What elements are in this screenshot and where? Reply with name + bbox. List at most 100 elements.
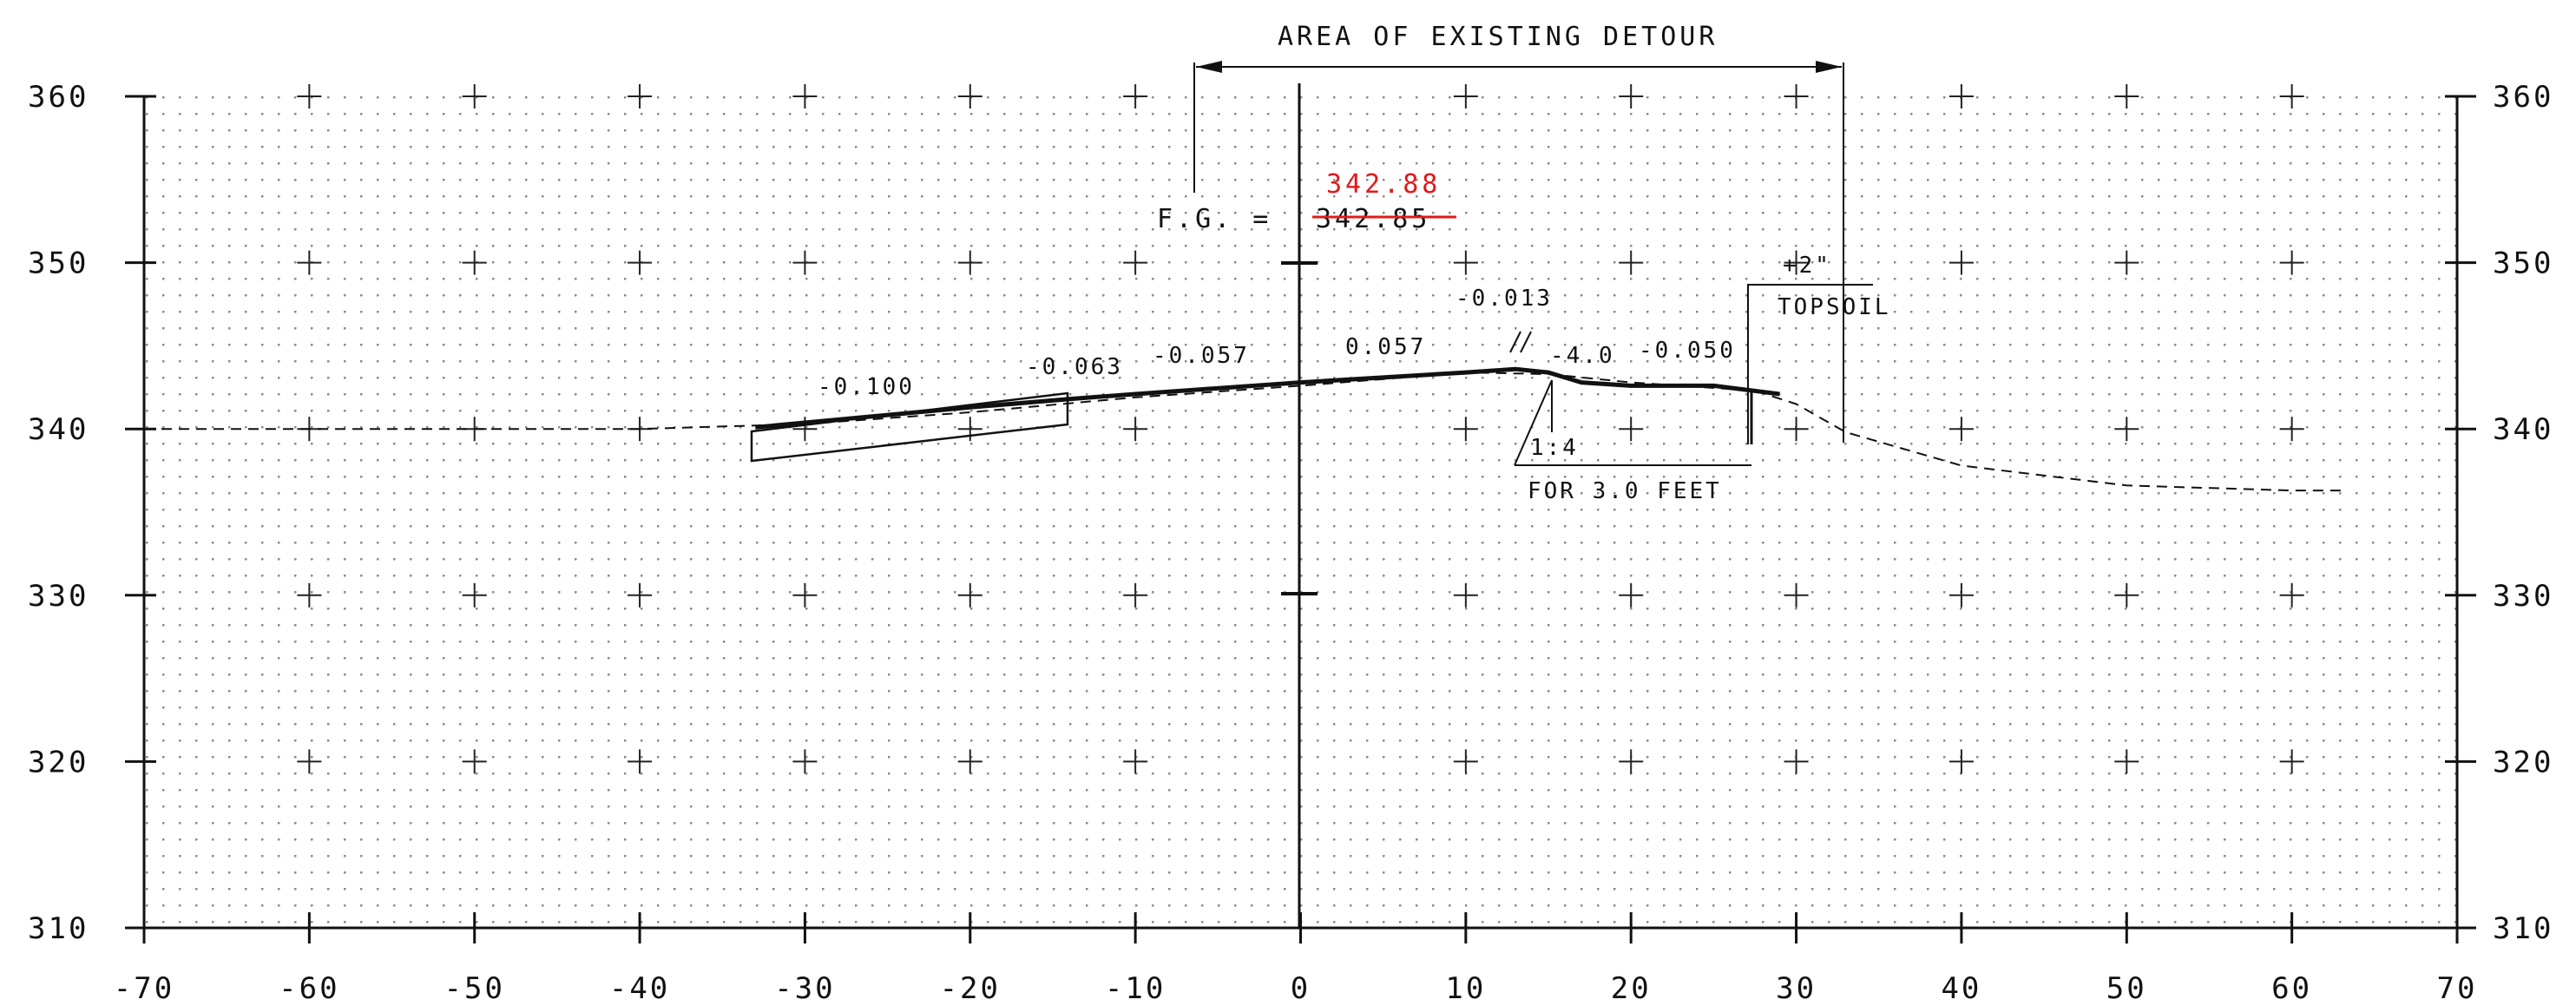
x-tick-label: 0 bbox=[1291, 971, 1311, 1006]
detour-header: AREA OF EXISTING DETOUR bbox=[1278, 22, 1718, 52]
x-tick-label: 50 bbox=[2106, 971, 2147, 1006]
y-tick-label-left: 340 bbox=[28, 412, 89, 447]
grid-cross bbox=[2279, 749, 2304, 774]
grid-cross bbox=[2279, 250, 2304, 275]
fg-label: F.G. = bbox=[1157, 204, 1272, 234]
grid-cross bbox=[297, 84, 322, 108]
ratio-label: 1:4 bbox=[1530, 435, 1579, 461]
x-tick-label: 30 bbox=[1776, 971, 1817, 1006]
grid-cross bbox=[628, 84, 653, 108]
grid-cross bbox=[1123, 250, 1148, 275]
grid-cross bbox=[1619, 417, 1644, 442]
grid-cross bbox=[1619, 250, 1644, 275]
ratio-length-label: FOR 3.0 FEET bbox=[1528, 478, 1722, 504]
grid-cross bbox=[2114, 417, 2139, 442]
grid-cross bbox=[2114, 582, 2139, 608]
grid-cross bbox=[957, 582, 982, 608]
slope-label-2: -0.063 bbox=[1026, 354, 1123, 380]
grid-cross bbox=[2114, 84, 2139, 108]
y-tick-label-left: 310 bbox=[28, 911, 89, 946]
grid-cross bbox=[628, 582, 653, 608]
widening-box bbox=[750, 391, 1069, 463]
grid-cross bbox=[1948, 417, 1974, 442]
profile-lines bbox=[144, 366, 2342, 492]
x-tick-label: -60 bbox=[279, 971, 339, 1006]
grid-cross bbox=[957, 417, 982, 442]
grid-cross bbox=[1453, 749, 1478, 774]
x-tick-label: -40 bbox=[609, 971, 670, 1006]
grid-cross bbox=[462, 582, 487, 608]
grid-cross bbox=[1453, 582, 1478, 608]
grid-cross bbox=[1619, 749, 1644, 774]
grid-cross bbox=[2279, 582, 2304, 608]
detour-arrow-left bbox=[1196, 61, 1222, 73]
y-tick-label-right: 340 bbox=[2493, 412, 2553, 447]
y-tick-label-left: 320 bbox=[28, 745, 89, 779]
existing-ground-line bbox=[144, 371, 2342, 492]
grid-cross bbox=[2279, 84, 2304, 108]
grid-cross bbox=[1453, 84, 1478, 108]
grid-cross bbox=[1784, 84, 1809, 108]
grid-cross bbox=[957, 84, 982, 108]
grid-cross bbox=[462, 749, 487, 774]
x-tick-label: 20 bbox=[1611, 971, 1652, 1006]
x-axis-ticks: -70 -60 -50 -40 -30 -20 -10 0 10 20 30 40 50 60 70 bbox=[114, 912, 2478, 1006]
x-tick-label: -20 bbox=[940, 971, 1001, 1006]
x-tick-label: 40 bbox=[1941, 971, 1981, 1006]
grid-cross bbox=[1123, 84, 1148, 108]
slope-label-3: -0.057 bbox=[1153, 343, 1250, 369]
grid-cross bbox=[1784, 250, 1809, 275]
grid-cross bbox=[1948, 84, 1974, 108]
slope-hatch-2 bbox=[1520, 331, 1532, 353]
y-tick-label-right: 330 bbox=[2493, 579, 2553, 614]
x-tick-label: 10 bbox=[1445, 971, 1486, 1006]
grid-cross bbox=[1619, 84, 1644, 108]
grid-cross bbox=[792, 749, 818, 774]
slope-hatch-1 bbox=[1509, 331, 1521, 353]
x-tick-label: -50 bbox=[444, 971, 505, 1006]
grid-cross bbox=[1123, 417, 1148, 442]
grid-dots bbox=[146, 96, 2456, 928]
y-tick-label-left: 330 bbox=[28, 579, 89, 614]
grid-cross bbox=[2114, 250, 2139, 275]
slope-label-6: -4.0 bbox=[1550, 343, 1615, 369]
topsoil-label: TOPSOIL bbox=[1778, 294, 1891, 320]
y-tick-label-right: 310 bbox=[2493, 911, 2553, 946]
grid-cross bbox=[1123, 582, 1148, 608]
slope-label-5: -0.013 bbox=[1456, 286, 1553, 312]
x-tick-label: -70 bbox=[114, 971, 174, 1006]
grid-cross bbox=[462, 250, 487, 275]
grid-cross bbox=[792, 250, 818, 275]
grid-cross bbox=[297, 250, 322, 275]
grid-cross bbox=[957, 749, 982, 774]
topsoil-bracket bbox=[1747, 284, 1873, 444]
grid-cross bbox=[792, 84, 818, 108]
grid-cross bbox=[297, 749, 322, 774]
slope-label-7: -0.050 bbox=[1639, 338, 1736, 364]
grid-cross bbox=[462, 84, 487, 108]
grid-cross bbox=[2279, 417, 2304, 442]
grid-cross bbox=[1453, 250, 1478, 275]
grid-cross bbox=[957, 250, 982, 275]
x-tick-label: 70 bbox=[2437, 971, 2478, 1006]
grid-cross bbox=[1784, 749, 1809, 774]
y-tick-label-left: 350 bbox=[28, 247, 89, 281]
grid-cross bbox=[792, 582, 818, 608]
fg-value-new: 342.88 bbox=[1326, 169, 1441, 200]
grid-cross bbox=[1123, 749, 1148, 774]
ratio-leader bbox=[1514, 379, 1553, 466]
grid-cross bbox=[1453, 417, 1478, 442]
grid-cross bbox=[297, 582, 322, 608]
slope-label-4: 0.057 bbox=[1345, 334, 1426, 360]
grid-cross bbox=[1948, 250, 1974, 275]
grid-crosses bbox=[297, 84, 2304, 774]
y-tick-label-right: 320 bbox=[2493, 745, 2553, 779]
grid-cross bbox=[1784, 417, 1809, 442]
detour-arrow-right bbox=[1816, 61, 1842, 73]
grid-cross bbox=[1619, 582, 1644, 608]
fg-value-old: 342.85 bbox=[1316, 204, 1430, 234]
y-tick-label-right: 350 bbox=[2493, 247, 2553, 281]
y-tick-label-left: 360 bbox=[28, 80, 89, 115]
slope-label-1: -0.100 bbox=[818, 374, 915, 400]
